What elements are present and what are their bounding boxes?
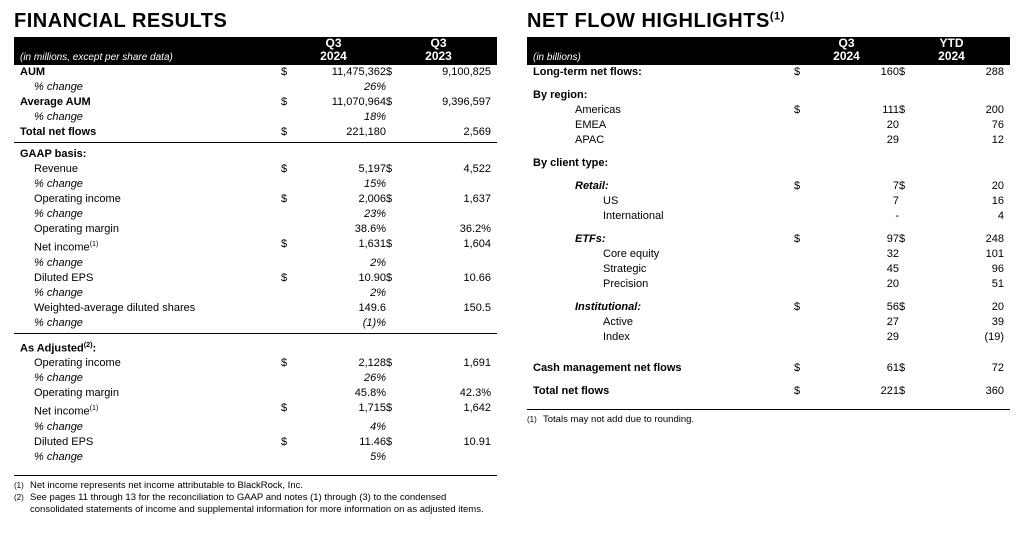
net-flow-panel: NET FLOW HIGHLIGHTS(1) (in billions) Q32… bbox=[527, 10, 1010, 516]
table-row: Operating income$2,128$1,691 bbox=[14, 356, 497, 371]
table-row: Operating margin45.8%42.3% bbox=[14, 386, 497, 401]
table-row: Institutional:$56$20 bbox=[527, 300, 1010, 315]
table-row: Net income(1)$1,631$1,604 bbox=[14, 237, 497, 256]
table-row: Weighted-average diluted shares149.6150.… bbox=[14, 301, 497, 316]
table-row: Retail:$7$20 bbox=[527, 179, 1010, 194]
footnote: (1)Net income represents net income attr… bbox=[14, 480, 497, 492]
table-row: Net income(1)$1,715$1,642 bbox=[14, 401, 497, 420]
table-row: % change2% bbox=[14, 286, 497, 301]
period-header: Q32024 bbox=[794, 37, 899, 65]
financial-results-footnotes: (1)Net income represents net income attr… bbox=[14, 475, 497, 516]
period-header: Q32024 bbox=[281, 37, 386, 65]
table-row: ETFs:$97$248 bbox=[527, 232, 1010, 247]
table-row: % change5% bbox=[14, 450, 497, 465]
table-row: Index29(19) bbox=[527, 330, 1010, 345]
table-row: Active2739 bbox=[527, 315, 1010, 330]
table-row: Operating income$2,006$1,637 bbox=[14, 192, 497, 207]
table-row: Operating margin38.6%36.2% bbox=[14, 222, 497, 237]
table-row: Precision2051 bbox=[527, 277, 1010, 292]
table-row: By region: bbox=[527, 88, 1010, 103]
footnote: (2)See pages 11 through 13 for the recon… bbox=[14, 492, 497, 516]
table-row: US716 bbox=[527, 194, 1010, 209]
table-row: % change23% bbox=[14, 207, 497, 222]
net-flow-title: NET FLOW HIGHLIGHTS(1) bbox=[527, 10, 1010, 33]
financial-results-title: FINANCIAL RESULTS bbox=[14, 10, 497, 33]
as-adjusted-heading: As Adjusted(2): bbox=[14, 338, 497, 357]
table-row: AUM$11,475,362$9,100,825 bbox=[14, 65, 497, 80]
table-row: EMEA2076 bbox=[527, 118, 1010, 133]
table-row: International-4 bbox=[527, 209, 1010, 224]
net-flow-stub: (in billions) bbox=[533, 52, 794, 65]
table-row: Diluted EPS$10.90$10.66 bbox=[14, 271, 497, 286]
period-header: YTD2024 bbox=[899, 37, 1004, 65]
net-flow-footnotes: (1)Totals may not add due to rounding. bbox=[527, 409, 1010, 426]
table-row: APAC2912 bbox=[527, 133, 1010, 148]
financial-results-stub: (in millions, except per share data) bbox=[20, 52, 281, 65]
table-row: % change4% bbox=[14, 420, 497, 435]
table-row: % change18% bbox=[14, 110, 497, 125]
table-row: % change26% bbox=[14, 371, 497, 386]
table-row: Long-term net flows:$160$288 bbox=[527, 65, 1010, 80]
table-row: Americas$111$200 bbox=[527, 103, 1010, 118]
table-row: Total net flows$221,1802,569 bbox=[14, 125, 497, 140]
table-row: Total net flows$221$360 bbox=[527, 384, 1010, 399]
footnote: (1)Totals may not add due to rounding. bbox=[527, 414, 1010, 426]
table-row: Cash management net flows$61$72 bbox=[527, 361, 1010, 376]
financial-results-panel: FINANCIAL RESULTS (in millions, except p… bbox=[14, 10, 497, 516]
gaap-basis-heading: GAAP basis: bbox=[14, 147, 497, 162]
table-row: % change15% bbox=[14, 177, 497, 192]
table-row: % change(1)% bbox=[14, 316, 497, 331]
table-row: Revenue$5,197$4,522 bbox=[14, 162, 497, 177]
net-flow-header: (in billions) Q32024YTD2024 bbox=[527, 37, 1010, 65]
table-row: Core equity32101 bbox=[527, 247, 1010, 262]
table-row: Strategic4596 bbox=[527, 262, 1010, 277]
financial-results-header: (in millions, except per share data) Q32… bbox=[14, 37, 497, 65]
table-row: Diluted EPS$11.46$10.91 bbox=[14, 435, 497, 450]
table-row: % change2% bbox=[14, 256, 497, 271]
period-header: Q32023 bbox=[386, 37, 491, 65]
table-row: Average AUM$11,070,964$9,396,597 bbox=[14, 95, 497, 110]
table-row: % change26% bbox=[14, 80, 497, 95]
table-row: By client type: bbox=[527, 156, 1010, 171]
